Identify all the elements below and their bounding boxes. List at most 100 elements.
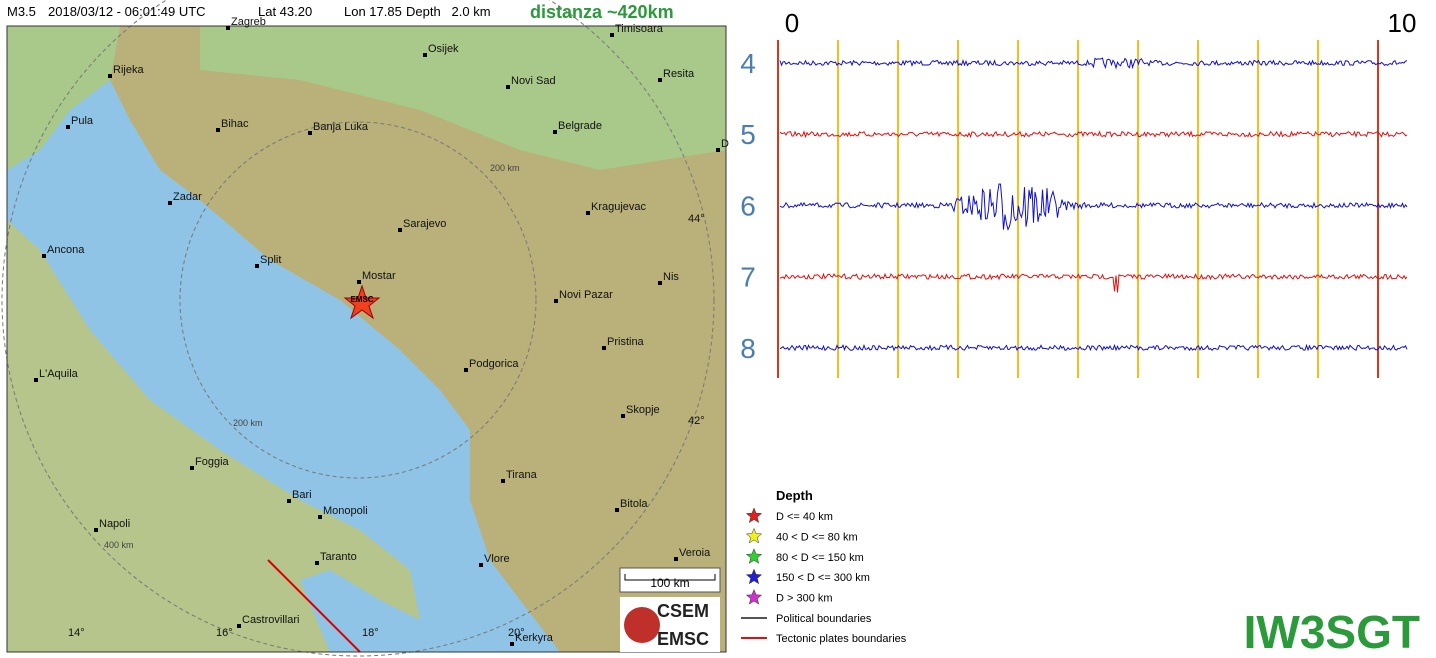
city-label: L'Aquila [39,368,79,380]
city-label: Split [260,254,281,266]
city-label: Pristina [607,336,645,348]
city-marker [610,33,614,37]
city-marker [287,499,291,503]
trace [779,57,1408,70]
grid-label: 42° [688,415,705,427]
city-label: Banja Luka [313,121,369,133]
city-label: Osijek [428,43,459,55]
city-label: D [721,138,729,150]
city-marker [501,479,505,483]
city-label: Monopoli [323,505,368,517]
datetime: 2018/03/12 - 06:01:49 UTC [48,4,206,19]
epicenter-label: EMSC [350,295,373,304]
city-label: Kerkyra [515,632,554,644]
trace [779,183,1408,231]
seismogram: 0 10 4 5 6 7 8 [740,8,1416,378]
station: IW3SGT [1244,606,1420,658]
grid-label: 18° [362,627,379,639]
city-marker [315,561,319,565]
city-marker [510,642,514,646]
grid-label: 44° [688,213,705,225]
city-marker [464,368,468,372]
city-label: Taranto [320,551,357,563]
legend-star [745,548,763,564]
city-label: Bari [292,489,312,501]
city-label: Resita [663,68,695,80]
lon: Lon 17.85 [344,4,402,19]
legend-item: Political boundaries [776,613,872,625]
city-marker [586,211,590,215]
city-label: Zagreb [231,16,266,28]
grid-label: 16° [216,627,233,639]
city-marker [398,228,402,232]
trace [779,130,1408,139]
logo-text: CSEM [657,601,709,621]
grid-label: 20° [508,627,525,639]
city-marker [716,148,720,152]
legend-item: 150 < D <= 300 km [776,572,870,584]
city-marker [34,378,38,382]
city-label: Podgorica [469,358,519,370]
row-label: 7 [740,262,756,293]
city-marker [554,299,558,303]
legend-item: 40 < D <= 80 km [776,531,858,543]
city-label: Sarajevo [403,218,446,230]
legend-title: Depth [776,488,813,503]
city-marker [318,515,322,519]
city-marker [108,74,112,78]
row-label: 4 [740,48,756,79]
scale-label: 100 km [650,576,689,590]
city-marker [602,346,606,350]
scale-bar [624,574,716,581]
city-marker [553,130,557,134]
city-marker [237,624,241,628]
city-label: Mostar [362,270,396,282]
range-ring [179,121,537,479]
city-label: Ancona [47,244,85,256]
time-label: 0 [785,8,799,38]
legend-star [745,588,763,605]
city-label: Foggia [195,456,230,468]
city-marker [479,563,483,567]
city-marker [658,78,662,82]
legend-star [745,507,763,524]
row-label: 8 [740,333,756,364]
city-label: Zadar [173,191,202,203]
legend-star [745,527,763,544]
map-frame [6,25,727,653]
depth: Depth 2.0 km [406,4,491,19]
city-label: Skopje [626,404,660,416]
logo-globe [624,607,660,643]
city-label: Nis [663,271,679,283]
magnitude: M3.5 [7,4,36,19]
row-label: 5 [740,119,756,150]
range-ring [1,0,715,657]
epicenter-star [343,284,381,320]
row-label: 6 [740,190,756,221]
city-label: Rijeka [113,64,144,76]
legend: Depth D <= 40 km 40 < D <= 80 km 80 < D <=… [741,488,907,645]
city-marker [42,254,46,258]
map: Zagreb Osijek Timisoara Rijeka Novi Sad Resit… [1,0,729,657]
city-label: Tirana [506,469,538,481]
city-marker [357,280,361,284]
north-land [7,26,120,170]
legend-item: Tectonic plates boundaries [776,633,907,645]
header: M3.5 2018/03/12 - 06:01:49 UTC Lat 43.20… [7,2,674,22]
italy [7,220,420,652]
city-label: Bihac [221,118,249,130]
city-marker [66,125,70,129]
logo-text: EMSC [657,629,709,649]
city-marker [255,264,259,268]
city-label: Novi Sad [511,75,556,87]
city-label: Vlore [484,553,510,565]
city-label: Napoli [99,518,130,530]
distance: distanza ~420km [530,2,674,22]
city-label: Timisoara [615,23,664,35]
trace [779,272,1408,293]
city-marker [423,53,427,57]
ring-label: 200 km [233,418,263,428]
city-marker [615,508,619,512]
city-marker [94,528,98,532]
